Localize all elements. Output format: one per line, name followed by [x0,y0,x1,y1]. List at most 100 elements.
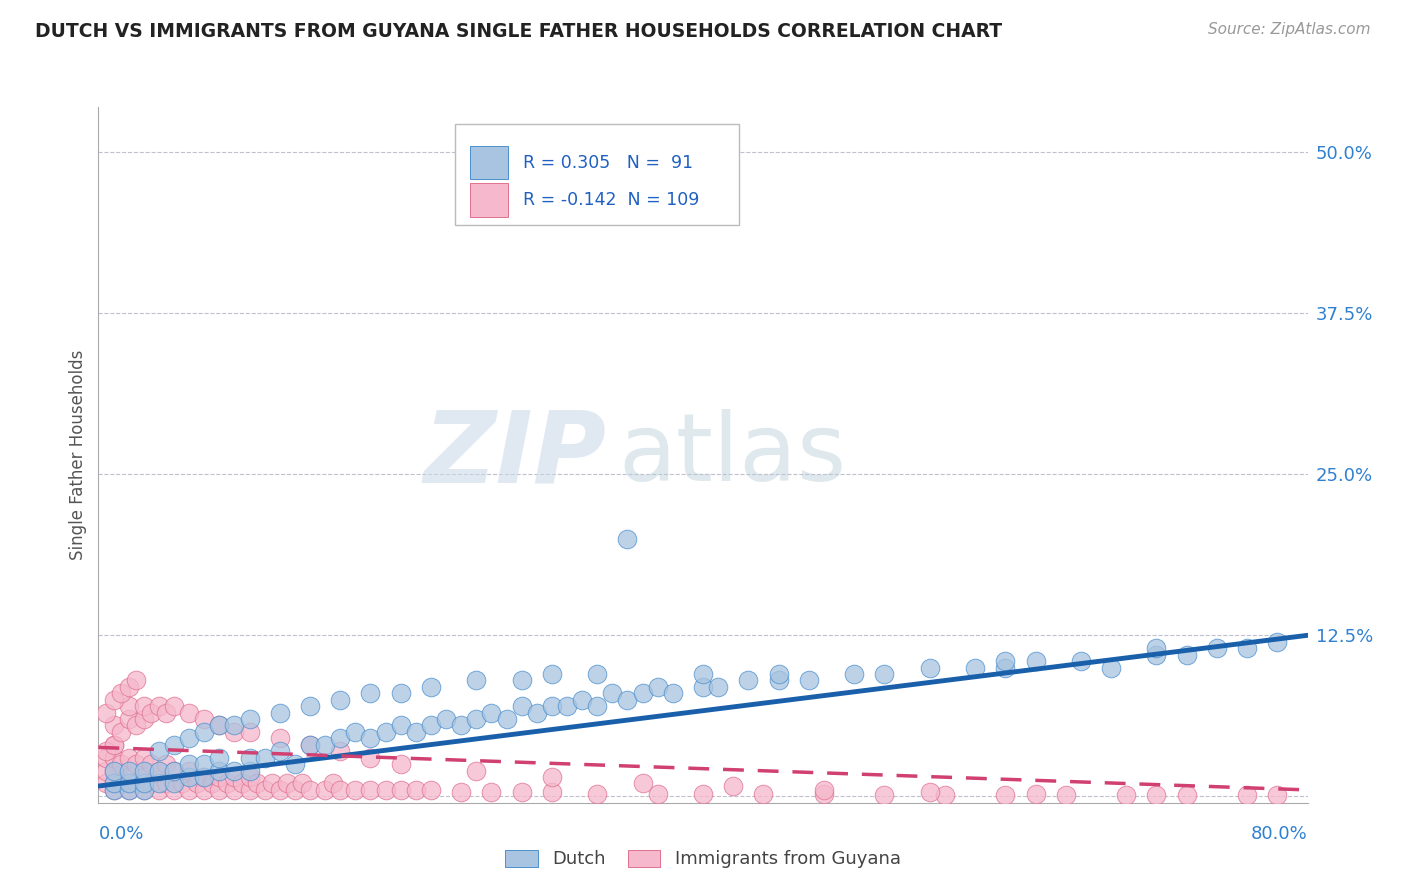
Point [299,738,322,752]
Point [224,783,246,797]
Point [276,776,298,790]
Point [374,783,396,797]
Point [510,673,533,688]
Point [118,699,141,714]
Point [269,783,291,797]
Point [118,680,141,694]
Point [148,764,170,778]
Point [239,783,262,797]
Point [94,744,117,758]
Point [224,764,246,778]
Point [155,776,177,790]
Point [510,699,533,714]
Point [177,731,201,746]
Point [103,776,125,790]
Point [1024,654,1046,668]
Point [360,731,382,746]
Point [329,731,352,746]
Point [103,718,125,732]
Point [148,776,170,790]
Point [994,654,1017,668]
Point [177,764,201,778]
Point [1144,641,1167,656]
Point [465,673,488,688]
Point [314,738,336,752]
Point [103,764,125,778]
Point [284,783,307,797]
Point [481,706,503,720]
Point [177,783,201,797]
Point [118,770,141,784]
Point [125,757,148,772]
Point [329,692,352,706]
Point [269,706,291,720]
Point [434,712,457,726]
Point [1070,654,1092,668]
Point [110,725,132,739]
Point [141,776,163,790]
Point [163,776,186,790]
Point [540,699,562,714]
Point [239,764,262,778]
Point [291,776,314,790]
Point [284,757,307,772]
Point [510,785,533,799]
Point [768,673,790,688]
Point [1054,788,1077,802]
Point [419,783,441,797]
Point [132,699,155,714]
Point [208,718,231,732]
Point [132,783,155,797]
Point [118,712,141,726]
Point [692,667,714,681]
Point [1236,641,1258,656]
Point [246,776,269,790]
Point [239,750,262,764]
Point [163,764,186,778]
Point [329,744,352,758]
Point [1144,788,1167,802]
Point [1236,788,1258,802]
Point [481,785,503,799]
Point [141,706,163,720]
Point [132,770,155,784]
Point [193,770,215,784]
Point [193,783,215,797]
Point [994,660,1017,674]
Point [965,660,987,674]
Point [201,776,224,790]
Point [193,770,215,784]
Point [103,776,125,790]
Point [344,725,367,739]
Point [631,686,654,700]
Point [94,706,117,720]
Point [540,667,562,681]
Point [752,787,775,801]
Point [148,699,170,714]
Point [132,750,155,764]
Point [94,776,117,790]
Point [239,712,262,726]
Point [1265,788,1288,802]
Point [526,706,548,720]
Point [768,667,790,681]
Point [450,785,472,799]
Point [118,776,141,790]
Point [647,787,669,801]
Text: atlas: atlas [619,409,846,501]
Bar [470,184,509,217]
Point [602,686,624,700]
Point [844,667,866,681]
Point [994,788,1017,802]
Text: R = 0.305   N =  91: R = 0.305 N = 91 [523,153,693,172]
Point [586,787,609,801]
Point [224,718,246,732]
Point [132,776,155,790]
Point [125,673,148,688]
Point [269,744,291,758]
Point [360,750,382,764]
Point [918,785,941,799]
Point [118,783,141,797]
Point [389,686,412,700]
Point [170,776,193,790]
